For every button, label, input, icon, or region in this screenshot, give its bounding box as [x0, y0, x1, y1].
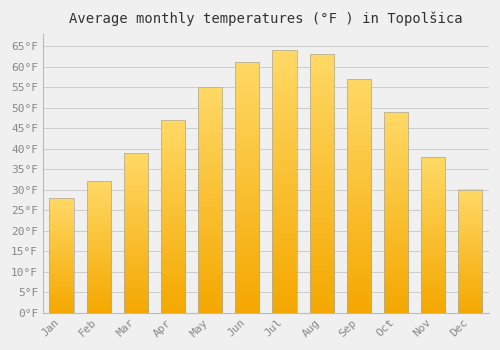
Bar [347, 79, 371, 313]
Bar [272, 50, 296, 313]
Bar [458, 190, 482, 313]
Bar [50, 198, 74, 313]
Bar [161, 120, 185, 313]
Bar [384, 112, 408, 313]
Bar [86, 181, 111, 313]
Title: Average monthly temperatures (°F ) in Topolšica: Average monthly temperatures (°F ) in To… [69, 11, 462, 26]
Bar [310, 54, 334, 313]
Bar [124, 153, 148, 313]
Bar [421, 157, 445, 313]
Bar [236, 62, 260, 313]
Bar [198, 87, 222, 313]
